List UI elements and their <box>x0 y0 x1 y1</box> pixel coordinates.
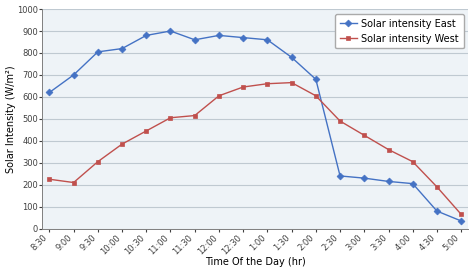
X-axis label: Time Of the Day (hr): Time Of the Day (hr) <box>205 257 306 268</box>
Solar intensity West <box>95 160 100 163</box>
Solar intensity West <box>289 81 294 84</box>
Solar intensity East <box>337 174 343 177</box>
Solar intensity West <box>46 178 52 181</box>
Solar intensity West <box>337 119 343 123</box>
Solar intensity West <box>458 213 464 216</box>
Solar intensity East <box>71 73 76 76</box>
Solar intensity West <box>216 94 222 97</box>
Y-axis label: Solar Intensity (W/m²): Solar Intensity (W/m²) <box>6 65 16 173</box>
Solar intensity West <box>410 160 416 163</box>
Solar intensity East <box>434 209 440 213</box>
Solar intensity East <box>95 50 100 54</box>
Solar intensity West <box>264 82 270 85</box>
Solar intensity East <box>46 91 52 94</box>
Solar intensity West <box>168 116 173 119</box>
Solar intensity East <box>264 38 270 41</box>
Solar intensity East <box>289 56 294 59</box>
Solar intensity East <box>362 177 367 180</box>
Solar intensity East <box>240 36 246 39</box>
Solar intensity West <box>71 181 76 184</box>
Solar intensity West <box>313 94 319 97</box>
Solar intensity East <box>386 180 392 183</box>
Solar intensity East <box>216 34 222 37</box>
Solar intensity East <box>119 47 125 50</box>
Solar intensity East <box>144 34 149 37</box>
Solar intensity West <box>240 85 246 89</box>
Solar intensity West <box>434 185 440 189</box>
Solar intensity East <box>313 78 319 81</box>
Solar intensity West <box>362 134 367 137</box>
Legend: Solar intensity East, Solar intensity West: Solar intensity East, Solar intensity We… <box>335 14 464 49</box>
Solar intensity West <box>386 148 392 151</box>
Solar intensity West <box>144 129 149 133</box>
Line: Solar intensity East: Solar intensity East <box>47 29 464 223</box>
Solar intensity East <box>192 38 198 41</box>
Line: Solar intensity West: Solar intensity West <box>47 80 464 217</box>
Solar intensity East <box>458 219 464 222</box>
Solar intensity East <box>410 182 416 185</box>
Solar intensity West <box>119 143 125 146</box>
Solar intensity East <box>168 29 173 33</box>
Solar intensity West <box>192 114 198 117</box>
